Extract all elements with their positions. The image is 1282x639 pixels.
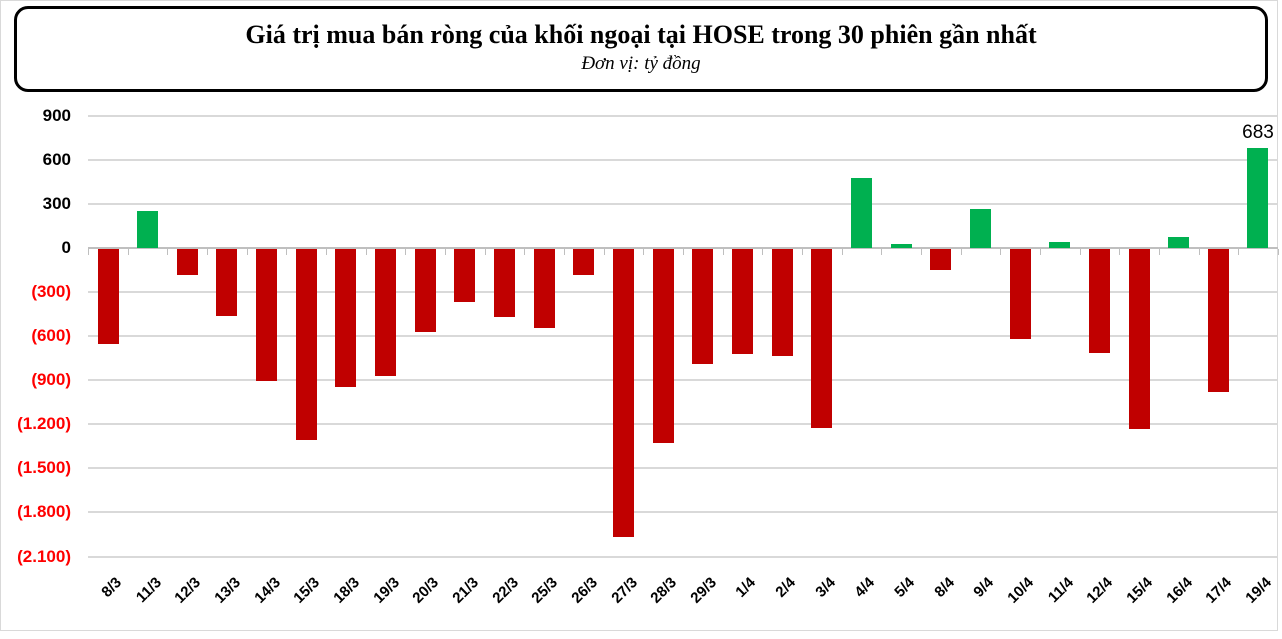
- axis-tick: [762, 249, 764, 256]
- axis-tick: [127, 249, 129, 256]
- y-axis-label: 900: [42, 106, 71, 125]
- bar-19/3: [375, 249, 397, 377]
- bar-29/3: [692, 249, 714, 365]
- gridline: [88, 379, 1278, 382]
- bar-11/4: [1049, 241, 1071, 249]
- gridline: [88, 511, 1278, 514]
- y-axis-label: (1.200): [17, 414, 71, 434]
- axis-tick: [88, 249, 90, 256]
- gridline: [88, 203, 1278, 206]
- bar-1/4: [731, 249, 753, 355]
- bar-3/4: [811, 249, 833, 428]
- bar-19/4: [1247, 147, 1269, 249]
- bar-20/3: [414, 249, 436, 333]
- y-axis-label: (300): [31, 282, 71, 302]
- axis-tick: [405, 249, 407, 256]
- axis-tick: [920, 249, 922, 256]
- axis-tick: [365, 249, 367, 256]
- axis-tick: [286, 249, 288, 256]
- bar-15/3: [295, 249, 317, 441]
- axis-tick: [484, 249, 486, 256]
- y-axis-label: (1.500): [17, 458, 71, 478]
- axis-tick: [801, 249, 803, 256]
- axis-tick: [445, 249, 447, 256]
- axis-tick: [1079, 249, 1081, 256]
- bar-5/4: [890, 243, 912, 249]
- bar-25/3: [533, 249, 555, 328]
- axis-tick: [722, 249, 724, 256]
- y-axis-label: 600: [42, 150, 71, 170]
- y-axis-label: 0: [61, 238, 71, 258]
- axis-tick: [1039, 249, 1041, 256]
- bar-8/4: [930, 249, 952, 271]
- chart-subtitle: Đơn vị: tỷ đồng: [581, 53, 701, 74]
- bar-11/3: [137, 211, 159, 249]
- axis-tick: [1238, 249, 1240, 256]
- bar-15/4: [1128, 249, 1150, 429]
- bar-8/3: [97, 249, 119, 344]
- gridline: [88, 335, 1278, 338]
- axis-tick: [682, 249, 684, 256]
- chart-title: Giá trị mua bán ròng của khối ngoại tại …: [245, 20, 1037, 49]
- bar-27/3: [613, 249, 634, 537]
- axis-tick: [1198, 249, 1200, 256]
- axis-tick: [564, 249, 566, 256]
- bar-21/3: [454, 249, 476, 302]
- y-axis-label: (1.800): [17, 502, 71, 522]
- axis-tick: [524, 249, 526, 256]
- axis-tick: [1000, 249, 1002, 256]
- gridline: [88, 159, 1278, 162]
- bar-26/3: [573, 249, 595, 275]
- y-axis-label: (2.100): [17, 546, 71, 566]
- bar-28/3: [652, 249, 674, 443]
- axis-tick: [643, 249, 645, 256]
- y-axis-label: 300: [42, 194, 71, 214]
- bar-22/3: [494, 249, 516, 317]
- bar-value-label: 683: [1242, 121, 1274, 143]
- axis-tick: [881, 249, 883, 256]
- bar-16/4: [1168, 237, 1190, 249]
- gridline: [88, 467, 1278, 470]
- bar-4/4: [850, 177, 872, 249]
- axis-tick: [841, 249, 843, 256]
- gridline: [88, 291, 1278, 294]
- bar-2/4: [771, 249, 793, 357]
- axis-tick: [1277, 249, 1279, 256]
- bar-9/4: [969, 208, 991, 249]
- axis-tick: [246, 249, 248, 256]
- gridline: [88, 555, 1278, 558]
- bar-14/3: [256, 249, 278, 382]
- bar-17/4: [1207, 249, 1229, 393]
- gridline: [88, 115, 1278, 117]
- axis-tick: [1158, 249, 1160, 256]
- chart-title-box: Giá trị mua bán ròng của khối ngoại tại …: [14, 6, 1268, 92]
- gridline: [88, 247, 1278, 250]
- y-axis-label: (900): [31, 370, 71, 390]
- bar-12/3: [176, 249, 198, 275]
- axis-tick: [960, 249, 962, 256]
- bar-12/4: [1088, 249, 1110, 354]
- gridline: [88, 423, 1278, 426]
- axis-tick: [1119, 249, 1121, 256]
- axis-tick: [326, 249, 328, 256]
- axis-tick: [207, 249, 209, 256]
- bar-10/4: [1009, 249, 1031, 340]
- axis-tick: [167, 249, 169, 256]
- axis-tick: [603, 249, 605, 256]
- bar-13/3: [216, 249, 238, 316]
- y-axis-label: (600): [31, 326, 71, 346]
- bar-18/3: [335, 249, 357, 388]
